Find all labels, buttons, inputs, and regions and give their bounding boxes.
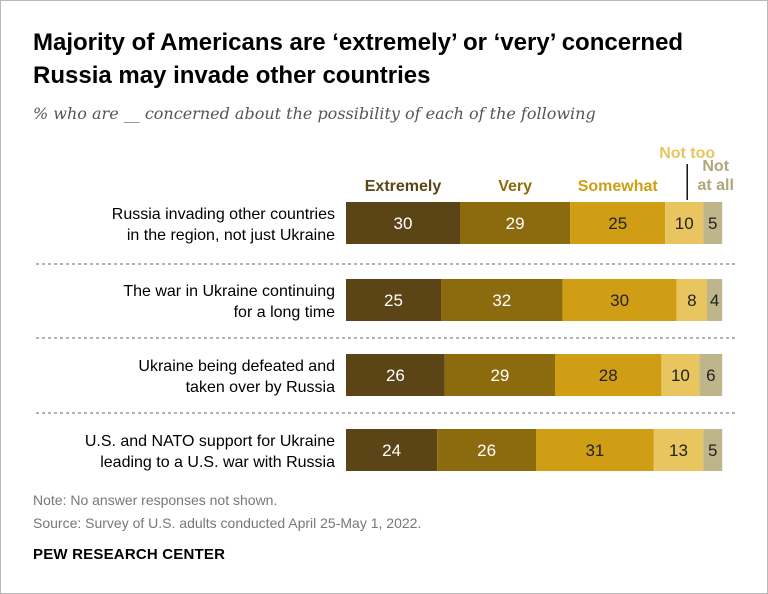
bar-segment-not-too: [653, 429, 704, 471]
bar-segment-very: [441, 279, 563, 321]
bar-segment-not-too: [676, 279, 707, 321]
category-label: U.S. and NATO support for Ukraine leading…: [85, 433, 335, 471]
bar-value-label: 30: [610, 291, 629, 310]
bar-value-label: 10: [675, 214, 694, 233]
bar-value-label: 25: [384, 291, 403, 310]
bar-segment-somewhat: [555, 354, 662, 396]
legend-label: Extremely: [365, 178, 442, 195]
bar-value-label: 13: [669, 441, 688, 460]
legend-label: Not too: [659, 145, 715, 162]
bar-segment-not-at-all: [707, 279, 723, 321]
bar-value-label: 24: [382, 441, 401, 460]
bar-segment-somewhat: [570, 202, 666, 244]
bar-value-label: 5: [708, 441, 717, 460]
chart-title: Majority of Americans are ‘extremely’ or…: [33, 29, 684, 89]
category-label: The war in Ukraine continuing for a long …: [123, 283, 335, 321]
bar-segment-not-at-all: [703, 429, 723, 471]
pew-research-center-logo: PEW RESEARCH CENTER: [33, 546, 226, 563]
bar-value-label: 26: [477, 441, 496, 460]
bar-segment-not-at-all: [703, 202, 723, 244]
bar-value-label: 29: [506, 214, 525, 233]
bar-segment-very: [437, 429, 536, 471]
bar-value-label: 4: [710, 291, 719, 310]
bar-segment-not-too: [665, 202, 704, 244]
category-label: Russia invading other countries in the re…: [112, 206, 335, 244]
bar-value-label: 28: [599, 366, 618, 385]
bar-segment-very: [444, 354, 555, 396]
bar-segment-extremely: [346, 429, 438, 471]
bar-value-label: 10: [671, 366, 690, 385]
bar-value-label: 29: [490, 366, 509, 385]
bar-value-label: 32: [492, 291, 511, 310]
bar-value-label: 31: [585, 441, 604, 460]
bar-segment-not-too: [661, 354, 700, 396]
chart-note: Note: No answer responses not shown.: [33, 492, 278, 508]
legend-label: Very: [498, 178, 532, 195]
bar-segment-extremely: [346, 202, 460, 244]
category-label: Ukraine being defeated and taken over by …: [138, 358, 335, 396]
legend-label: Somewhat: [578, 178, 659, 195]
bar-segment-somewhat: [562, 279, 677, 321]
bar-value-label: 8: [687, 291, 696, 310]
bar-value-label: 5: [708, 214, 717, 233]
bar-value-label: 25: [608, 214, 627, 233]
bar-value-label: 30: [394, 214, 413, 233]
bar-segment-very: [460, 202, 571, 244]
bar-segment-somewhat: [536, 429, 654, 471]
chart-subtitle: % who are __ concerned about the possibi…: [33, 104, 596, 123]
legend-label: Not at all: [697, 158, 733, 194]
bar-segment-not-at-all: [699, 354, 723, 396]
bar-value-label: 26: [386, 366, 405, 385]
bar-segment-extremely: [346, 279, 441, 321]
bar-value-label: 6: [706, 366, 715, 385]
bar-segment-extremely: [346, 354, 445, 396]
chart-source: Source: Survey of U.S. adults conducted …: [33, 515, 422, 531]
